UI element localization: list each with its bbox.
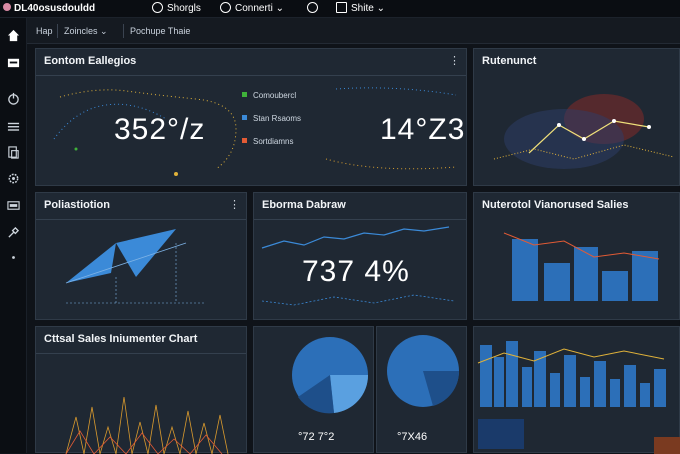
topbar-item-share[interactable]: Shite ⌄: [336, 2, 385, 16]
legend-label: Stan Rsaoms: [253, 114, 302, 123]
breadcrumb-page[interactable]: Pochupe Thaie: [123, 24, 190, 38]
menu-icon: [7, 122, 19, 131]
topbar-item-label: Shorgls: [167, 3, 201, 14]
triangle-plot: [65, 229, 206, 304]
settings-icon: [8, 173, 18, 183]
panel-overview: Eontom Eallegios ⋮ 352°/z 14°Z3 Comouber…: [35, 48, 467, 186]
refresh-icon: [307, 2, 318, 13]
panel-title: Nuterotol Vianorused Salies: [482, 199, 629, 211]
sidebar-item-settings[interactable]: [6, 171, 20, 185]
breadcrumb-home[interactable]: Hap: [36, 26, 53, 36]
app-title[interactable]: DL40osusdouldd: [3, 2, 95, 16]
spike-chart: [65, 396, 229, 454]
home-icon: [7, 29, 19, 41]
metric-right: 14°Z3: [380, 113, 466, 146]
app-title-label: DL40osusdouldd: [14, 3, 96, 14]
circle-icon: [152, 2, 163, 13]
pie-value: °7X46: [397, 431, 428, 443]
pie-value: °72 7°2: [298, 431, 335, 443]
panel-title: Poliastiotion: [44, 199, 110, 211]
tools-icon: [7, 226, 19, 238]
sidebar-item-more[interactable]: [6, 250, 20, 264]
panel-sales-chart: Cttsal Sales Iniumenter Chart: [35, 326, 247, 454]
panel-pie-left: °72 7°2: [253, 326, 374, 453]
divider: [36, 353, 246, 354]
clock-icon: [220, 2, 231, 13]
bar-chart: [477, 341, 680, 454]
panel-title: Cttsal Sales Iniumenter Chart: [44, 333, 198, 345]
logo-icon: [3, 3, 11, 11]
pie-chart: [292, 337, 369, 414]
topbar-item-shortcuts[interactable]: Shorgls: [152, 2, 201, 16]
panel-polarization: Poliastiotion ⋮: [35, 192, 247, 320]
divider: [254, 219, 466, 220]
legend-label: Comoubercl: [253, 91, 297, 100]
legend-swatch: [242, 138, 247, 143]
metric-left: 352°/z: [114, 113, 206, 146]
scatter-plot: [493, 94, 675, 169]
line-chart: [261, 226, 455, 306]
more-options-icon[interactable]: ⋮: [449, 55, 460, 67]
legend-swatch: [242, 115, 247, 120]
topbar-item-label: Connerti ⌄: [235, 3, 284, 14]
topbar-item-label: Shite ⌄: [351, 3, 385, 14]
panel-pie-right: °7X46: [376, 326, 467, 453]
breadcrumb: Hap Zoincles ⌄ Pochupe Thaie: [27, 18, 680, 44]
panel-retention: Rutenunct: [473, 48, 680, 186]
legend-item: Stan Rsaoms: [242, 114, 301, 123]
sparkle-lines: [53, 87, 457, 176]
sidebar-item-home[interactable]: [6, 28, 20, 42]
bar-line-chart: [503, 232, 660, 301]
sidebar: [0, 18, 27, 453]
metric-value: 737 4%: [302, 255, 410, 288]
panel-sales: Nuterotol Vianorused Salies: [473, 192, 680, 320]
topbar-item-connect[interactable]: Connerti ⌄: [220, 2, 284, 16]
divider: [36, 219, 246, 220]
legend-swatch: [242, 92, 247, 97]
grid-icon: [6, 200, 20, 210]
panel-title: Rutenunct: [482, 55, 537, 67]
more-options-icon[interactable]: ⋮: [229, 199, 240, 211]
sidebar-item-menu[interactable]: [6, 119, 20, 133]
sidebar-item-documents[interactable]: [6, 145, 20, 159]
top-bar: DL40osusdouldd Shorgls Connerti ⌄ Shite …: [0, 0, 680, 18]
share-icon: [336, 2, 347, 13]
dot-icon: [11, 255, 15, 259]
refresh-button[interactable]: [307, 2, 322, 16]
sidebar-item-grid[interactable]: [6, 198, 20, 212]
document-icon: [7, 145, 19, 159]
power-icon: [7, 92, 19, 105]
divider: [36, 75, 466, 76]
breadcrumb-section[interactable]: Zoincles ⌄: [57, 24, 108, 38]
legend-label: Sortdiamns: [253, 137, 294, 146]
sidebar-item-tools[interactable]: [6, 225, 20, 239]
legend-item: Sortdiamns: [242, 137, 293, 146]
pie-chart: [387, 335, 460, 407]
sidebar-item-power[interactable]: [6, 91, 20, 105]
legend-item: Comoubercl: [242, 91, 296, 100]
panel-title: Eontom Eallegios: [44, 55, 137, 67]
panel-performance: Eborma Dabraw 737 4%: [253, 192, 467, 320]
sidebar-item-cards[interactable]: [6, 55, 20, 69]
panel-bars: [473, 326, 680, 454]
card-icon: [7, 58, 19, 67]
panel-title: Eborma Dabraw: [262, 199, 346, 211]
